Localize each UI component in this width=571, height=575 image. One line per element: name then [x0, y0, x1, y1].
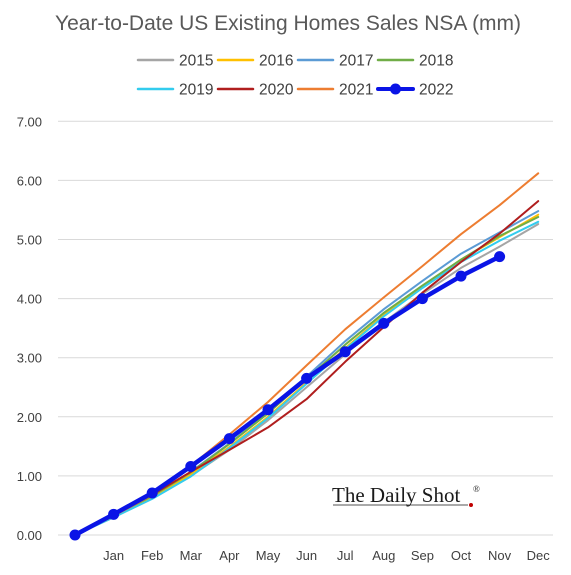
legend: 2015 2016 2017 2018 2019 2020 2021 2022 [136, 53, 453, 99]
x-tick-label: Dec [527, 548, 551, 563]
y-tick-label: 3.00 [17, 351, 42, 366]
x-tick-label: Nov [488, 548, 512, 563]
series-line-2022 [72, 254, 502, 538]
series-point-2022 [185, 460, 197, 472]
x-tick-label: Mar [180, 548, 203, 563]
legend-label-2018: 2018 [419, 53, 453, 70]
series-point-2022 [146, 487, 158, 499]
x-axis-ticks: Jan Feb Mar Apr May Jun Jul Aug Sep Oct Nov Dec [103, 548, 550, 563]
series-point-2022 [223, 433, 235, 445]
series-point-2022 [301, 372, 313, 384]
series-point-2022 [108, 508, 120, 520]
y-tick-label: 6.00 [17, 173, 42, 188]
series-point-2022 [494, 251, 506, 263]
x-tick-label: Sep [411, 548, 434, 563]
y-tick-label: 2.00 [17, 410, 42, 425]
legend-marker-2022 [390, 83, 401, 95]
plot-area [69, 172, 540, 541]
brand-name: The Daily Shot [332, 483, 460, 507]
brand-dot [469, 503, 473, 507]
legend-label-2021: 2021 [339, 82, 373, 99]
x-tick-label: May [256, 548, 281, 563]
y-tick-label: 5.00 [17, 233, 42, 248]
legend-label-2022: 2022 [419, 82, 453, 99]
series-point-2022 [339, 346, 351, 358]
x-tick-label: Feb [141, 548, 163, 563]
y-tick-label: 0.00 [17, 528, 42, 543]
legend-label-2019: 2019 [179, 82, 213, 99]
series-line-2021 [74, 172, 540, 536]
x-tick-label: Apr [219, 548, 240, 563]
gridlines [58, 120, 553, 536]
y-tick-label: 1.00 [17, 469, 42, 484]
series-line-2020 [74, 200, 540, 536]
x-tick-label: Oct [451, 548, 472, 563]
legend-label-2020: 2020 [259, 82, 294, 99]
series-point-2022 [416, 293, 428, 305]
chart-title: Year-to-Date US Existing Homes Sales NSA… [55, 12, 521, 35]
x-tick-label: Jan [103, 548, 124, 563]
legend-label-2015: 2015 [179, 53, 213, 70]
y-axis-ticks: 0.00 1.00 2.00 3.00 4.00 5.00 6.00 7.00 [17, 114, 42, 543]
series-point-2022 [262, 404, 274, 416]
series-point-2022 [69, 529, 81, 541]
legend-label-2016: 2016 [259, 53, 293, 70]
x-tick-label: Jul [337, 548, 354, 563]
y-tick-label: 4.00 [17, 292, 42, 307]
series-point-2022 [455, 270, 467, 282]
y-tick-label: 7.00 [17, 114, 42, 129]
series-point-2022 [378, 317, 390, 329]
brand-registered-mark: ® [473, 484, 480, 494]
legend-label-2017: 2017 [339, 53, 373, 70]
x-tick-label: Jun [296, 548, 317, 563]
x-tick-label: Aug [372, 548, 395, 563]
daily-shot-logo: The Daily Shot ® [332, 483, 480, 507]
